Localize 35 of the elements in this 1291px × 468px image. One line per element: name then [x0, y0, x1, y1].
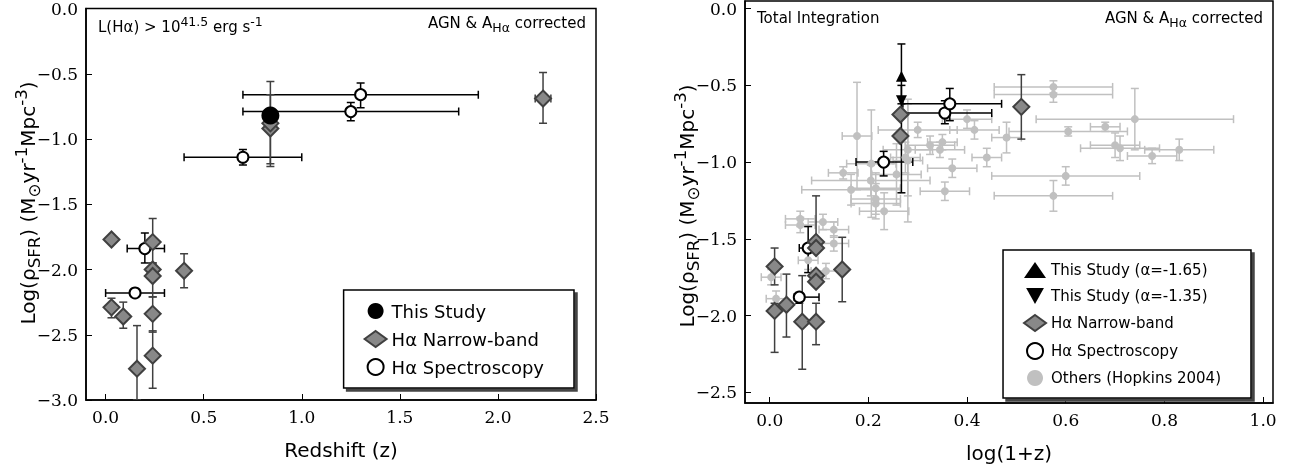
legend-label: Hα Spectroscopy — [1051, 342, 1179, 360]
legend-label: Hα Narrow-band — [391, 328, 539, 350]
x-tick-label: 0.0 — [92, 406, 120, 427]
y-tick-label: −2.5 — [695, 382, 737, 403]
y-tick-label: −3.0 — [36, 390, 78, 410]
x-tick-label: 2.0 — [484, 406, 512, 427]
x-axis-title: Redshift (z) — [284, 438, 398, 462]
y-tick-label: −2.0 — [695, 305, 737, 326]
x-tick-label: 0.2 — [854, 409, 882, 430]
x-tick-label: 1.0 — [288, 406, 316, 427]
y-tick-label: −1.0 — [695, 152, 737, 173]
legend-label: Hα Spectroscopy — [391, 356, 545, 378]
x-tick-label: 1.5 — [386, 406, 414, 427]
x-tick-label: 0.5 — [190, 406, 218, 427]
x-tick-label: 0.4 — [953, 409, 981, 430]
x-axis-title: log(1+z) — [965, 441, 1053, 465]
legend-label: Hα Narrow-band — [1051, 314, 1174, 332]
annotation: Total Integration — [757, 9, 880, 27]
legend-label: This Study (α=-1.35) — [1050, 287, 1208, 305]
legend-label: This Study (α=-1.65) — [1050, 261, 1208, 279]
y-tick-label: 0.0 — [50, 0, 78, 19]
y-tick-label: 0.0 — [709, 0, 737, 19]
legend-label: This Study — [390, 300, 487, 322]
x-tick-label: 1.0 — [1249, 409, 1277, 430]
annotation: AGN & A$_{Hα}$ corrected — [427, 14, 586, 35]
x-tick-label: 0.8 — [1150, 409, 1178, 430]
x-tick-label: 0.6 — [1052, 409, 1080, 430]
x-tick-label: 0.0 — [756, 409, 784, 430]
legend-label: Others (Hopkins 2004) — [1051, 369, 1222, 387]
y-tick-label: −2.5 — [36, 324, 78, 345]
annotation: L(Hα) > 10$^{41.5}$ erg s$^{-1}$ — [98, 14, 263, 36]
y-tick-label: −1.0 — [36, 129, 78, 149]
annotation: AGN & A$_{Hα}$ corrected — [1104, 9, 1263, 30]
y-tick-label: −0.5 — [36, 63, 78, 84]
x-tick-label: 2.5 — [582, 406, 610, 427]
